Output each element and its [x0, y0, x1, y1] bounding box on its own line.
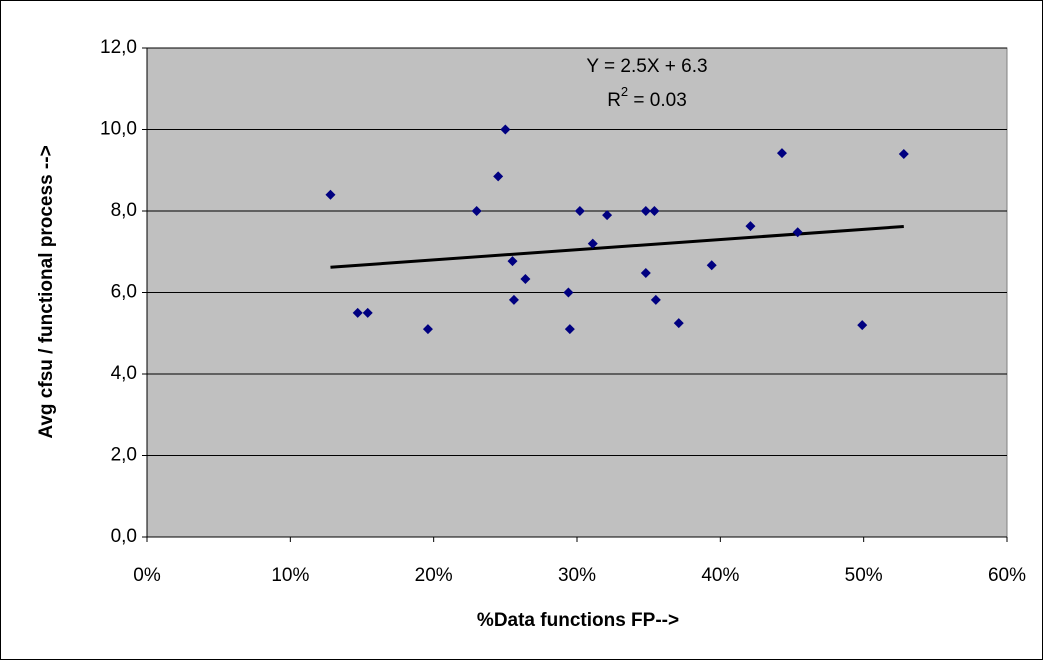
y-tick-label: 10,0: [100, 119, 137, 140]
x-tick-label: 0%: [133, 565, 161, 586]
data-point: [898, 148, 909, 159]
y-axis-label: Avg cfsu / functional process -->: [36, 145, 57, 438]
data-point: [563, 287, 574, 298]
y-tick-label: 0,0: [111, 526, 137, 547]
data-point: [564, 324, 575, 335]
data-point: [500, 124, 511, 135]
data-point: [471, 206, 482, 216]
data-point: [673, 318, 684, 329]
data-point: [587, 238, 598, 249]
y-tick-label: 8,0: [111, 200, 137, 221]
x-tick-label: 60%: [988, 565, 1026, 586]
data-point: [574, 206, 585, 216]
r-squared-sup: 2: [621, 84, 628, 99]
data-point: [650, 294, 661, 305]
x-tick-label: 30%: [558, 565, 596, 586]
y-tick-label: 4,0: [111, 363, 137, 384]
data-point: [507, 256, 518, 267]
x-tick-label: 20%: [415, 565, 453, 586]
data-point: [422, 324, 433, 335]
data-point: [776, 148, 787, 159]
x-tick-label: 10%: [271, 565, 309, 586]
r-squared: R2 = 0.03: [607, 84, 687, 111]
y-tick-label: 2,0: [111, 445, 137, 466]
r-squared-base: R: [607, 90, 621, 111]
y-tick-label: 12,0: [100, 37, 137, 58]
data-point: [362, 307, 373, 318]
x-tick-label: 40%: [701, 565, 739, 586]
x-axis-label: %Data functions FP-->: [477, 610, 679, 631]
data-point: [640, 267, 651, 278]
data-point: [745, 221, 756, 232]
data-point: [706, 260, 717, 271]
data-point: [602, 210, 613, 221]
y-tick-label: 6,0: [111, 282, 137, 303]
data-point: [352, 307, 363, 318]
data-point: [640, 206, 651, 216]
data-point: [508, 294, 519, 305]
data-point: [493, 171, 504, 182]
x-tick-label: 50%: [845, 565, 883, 586]
r-squared-rest: = 0.03: [628, 90, 687, 111]
data-point: [520, 274, 531, 285]
data-point: [857, 320, 868, 331]
trendline: [330, 224, 904, 269]
data-point: [325, 189, 336, 200]
data-point: [649, 206, 660, 216]
trendline-equation: Y = 2.5X + 6.3: [586, 56, 707, 77]
data-point: [792, 227, 803, 238]
